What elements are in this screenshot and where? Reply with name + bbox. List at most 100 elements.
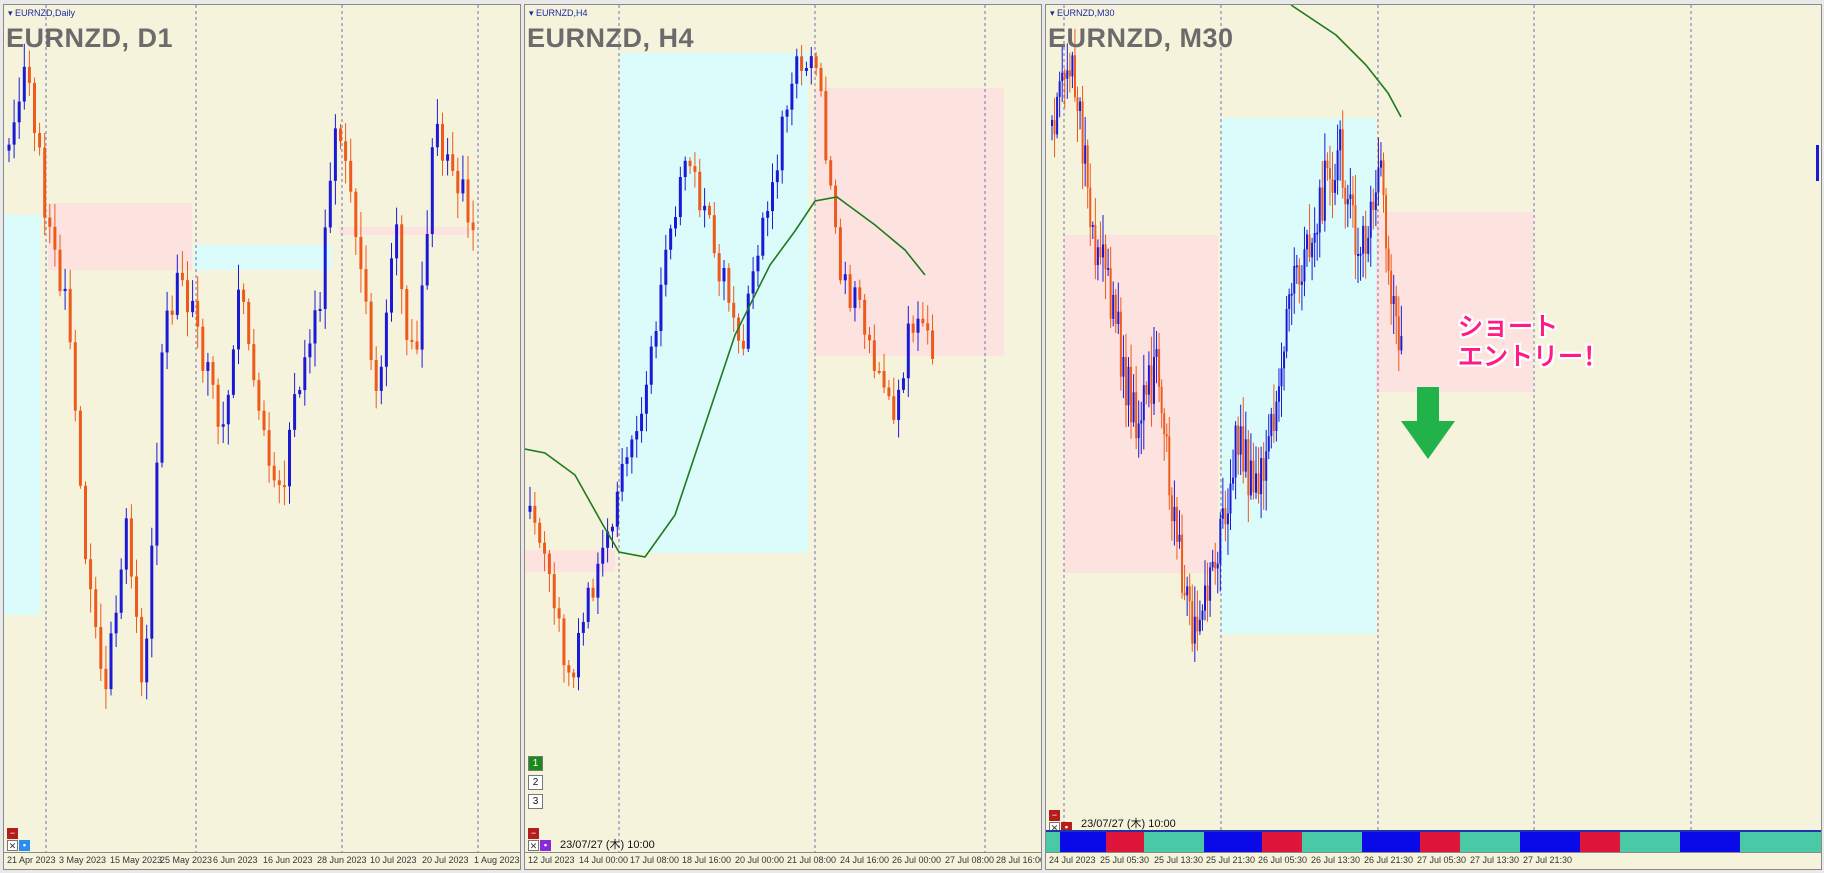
candle-body (22, 66, 26, 102)
time-axis-label: 25 Jul 05:30 (1100, 855, 1150, 865)
candle-body (38, 133, 42, 148)
close-icon[interactable]: ✕ (528, 840, 539, 851)
candle-body (1211, 561, 1214, 568)
candle-body (63, 288, 67, 292)
candle-body (1051, 120, 1053, 127)
time-axis-label: 15 May 2023 (110, 855, 163, 865)
time-axis-label: 25 Jul 21:30 (1206, 855, 1256, 865)
candle-body (1369, 201, 1372, 238)
minus-icon[interactable]: − (1049, 810, 1060, 821)
chevron-down-icon[interactable]: ▾ (8, 8, 13, 18)
candle-body (242, 289, 246, 302)
candle-body (683, 160, 687, 178)
candle-body (1341, 129, 1344, 188)
time-axis-label: 6 Jun 2023 (213, 855, 258, 865)
candle-body (1165, 434, 1168, 437)
chevron-down-icon[interactable]: ▾ (529, 8, 534, 18)
candle-body (1265, 451, 1268, 481)
chart-window-d1[interactable]: ▾ EURNZD,Daily EURNZD, D1 − ✕ ▪ 21 Apr 2… (3, 4, 521, 870)
object-button-1[interactable]: 1 (528, 756, 543, 771)
time-axis-label: 27 Jul 13:30 (1470, 855, 1520, 865)
candle-body (868, 334, 871, 341)
candle-body (1081, 101, 1084, 164)
candle-body (1068, 70, 1071, 77)
close-icon[interactable]: ✕ (7, 840, 18, 851)
candle-body (1339, 129, 1342, 151)
trend-strip-segment (1680, 832, 1740, 852)
candle-body (1298, 265, 1301, 285)
candle-body (344, 141, 348, 161)
candle-body (1390, 270, 1393, 305)
candle-body (572, 672, 576, 678)
time-axis-label: 25 May 2023 (160, 855, 213, 865)
minus-icon[interactable]: − (7, 828, 18, 839)
candle-body (1096, 247, 1099, 266)
candle-body (1158, 349, 1161, 387)
candle-body (369, 301, 373, 360)
trend-strip (1046, 830, 1821, 852)
object-button-2[interactable]: 2 (528, 775, 543, 790)
candle-body (99, 627, 103, 669)
candle-body (33, 82, 36, 134)
candle-body (94, 589, 98, 628)
candle-body (73, 342, 77, 411)
time-axis-label: 26 Jul 21:30 (1364, 855, 1414, 865)
time-axis-label: 16 Jun 2023 (263, 855, 313, 865)
candle-body (328, 180, 332, 228)
supply-zone (525, 550, 615, 572)
window-label-text: EURNZD,H4 (536, 8, 588, 18)
object-button-3[interactable]: 3 (528, 794, 543, 809)
window-label-h4: ▾ EURNZD,H4 (529, 8, 588, 19)
candle-body (1175, 506, 1178, 542)
chart-window-m30[interactable]: ▾ EURNZD,M30 EURNZD, M30 ショート エントリー！ − ✕… (1045, 4, 1822, 870)
time-axis-label: 28 Jun 2023 (317, 855, 367, 865)
candle-body (1331, 179, 1334, 193)
chevron-down-icon[interactable]: ▾ (1050, 8, 1055, 18)
candle-body (1058, 81, 1061, 97)
chart-window-h4[interactable]: ▾ EURNZD,H4 EURNZD, H4 1 2 3 − ✕ ▪ 23/07… (524, 4, 1042, 870)
candle-body (216, 384, 220, 427)
trend-strip-segment (1520, 832, 1580, 852)
candle-body (282, 485, 286, 488)
candle-body (1071, 55, 1074, 77)
candle-body (664, 249, 668, 285)
candle-body (1382, 160, 1385, 196)
candle-body (1130, 366, 1133, 423)
price-plot-d1[interactable] (4, 5, 520, 853)
candle-body (247, 301, 251, 345)
trend-strip-segment (1046, 832, 1060, 852)
candle-body (114, 612, 118, 634)
moving-average-line (525, 196, 926, 558)
candle-body (420, 285, 424, 350)
candle-body (1109, 268, 1112, 319)
candle-body (654, 331, 658, 347)
timestamp-label-m30: 23/07/27 (木) 10:00 (1081, 818, 1176, 830)
candle-body (104, 668, 108, 690)
candle-body (528, 505, 532, 512)
price-plot-m30[interactable] (1046, 5, 1821, 853)
candle-body (1112, 294, 1115, 319)
candle-body (1237, 425, 1240, 455)
candle-body (1221, 508, 1224, 519)
time-axis-label: 27 Jul 08:00 (945, 855, 995, 865)
candle-body (1270, 413, 1273, 437)
demand-zone (194, 245, 332, 270)
minus-icon[interactable]: − (528, 828, 539, 839)
candle-body (780, 116, 784, 171)
candle-body (698, 171, 702, 211)
candle-body (717, 253, 721, 282)
candle-body (267, 430, 271, 466)
square-icon[interactable]: ▪ (1061, 822, 1072, 833)
candle-body (471, 222, 475, 231)
candle-body (533, 505, 537, 523)
candle-body (834, 185, 838, 228)
symbol-title-m30: EURNZD, M30 (1048, 23, 1234, 53)
price-plot-h4[interactable] (525, 5, 1041, 853)
candle-body (237, 289, 240, 350)
square-icon[interactable]: ▪ (19, 840, 30, 851)
candle-body (678, 177, 682, 218)
candle-body (272, 465, 276, 481)
square-icon[interactable]: ▪ (540, 840, 551, 851)
candle-body (78, 410, 82, 486)
candle-body (1201, 610, 1204, 620)
